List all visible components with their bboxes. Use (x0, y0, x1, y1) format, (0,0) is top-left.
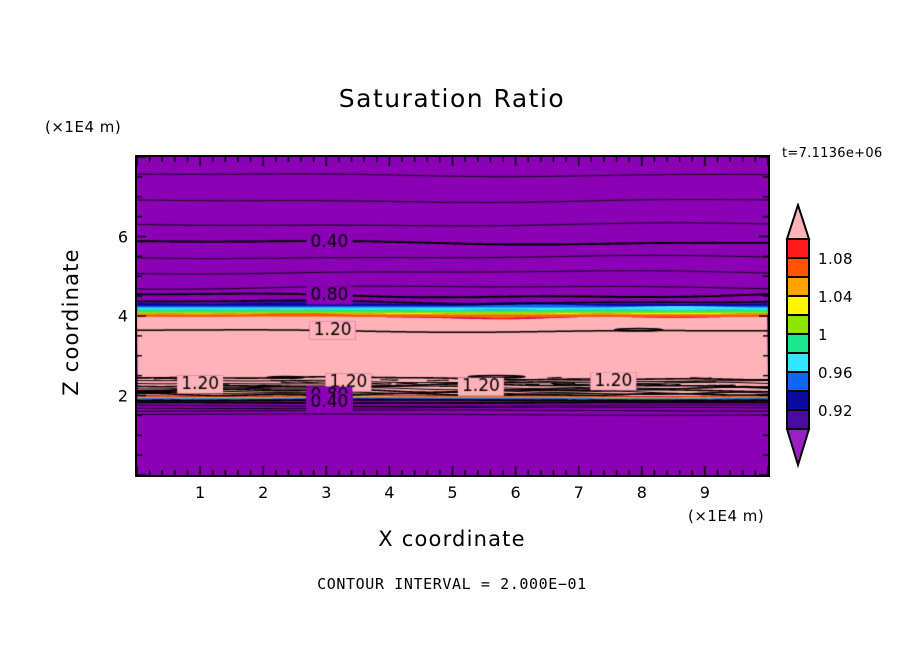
colorbar-band (786, 409, 810, 430)
colorbar-tick-label: 1.08 (818, 250, 853, 268)
y-tick-label: 6 (117, 227, 128, 246)
x-axis-title: X coordinate (378, 527, 526, 551)
colorbar-tick-label: 1.04 (818, 288, 853, 306)
colorbar-band (786, 314, 810, 335)
y-tick-label: 2 (117, 386, 128, 405)
x-unit-label: (×1E4 m) (688, 507, 765, 525)
y-axis-title: Z coordinate (59, 248, 83, 396)
contour-interval-caption: CONTOUR INTERVAL = 2.000E−01 (317, 575, 587, 593)
time-annotation: t=7.1136e+06 (782, 146, 883, 161)
colorbar-band (786, 295, 810, 316)
x-tick-label: 4 (384, 483, 395, 502)
x-tick-label: 3 (321, 483, 332, 502)
colorbar-band (786, 238, 810, 259)
x-tick-label: 7 (573, 483, 584, 502)
page-title: Saturation Ratio (338, 84, 566, 113)
colorbar (782, 203, 816, 469)
colorbar-band (786, 371, 810, 392)
colorbar-band (786, 390, 810, 411)
colorbar-band (786, 257, 810, 278)
x-tick-label: 9 (699, 483, 710, 502)
contour-plot-area (135, 155, 770, 477)
colorbar-band (786, 352, 810, 373)
colorbar-band (786, 333, 810, 354)
contour-field (137, 157, 768, 475)
x-tick-label: 2 (258, 483, 269, 502)
x-tick-label: 1 (195, 483, 206, 502)
colorbar-tick-label: 0.96 (818, 364, 853, 382)
x-tick-label: 6 (510, 483, 521, 502)
colorbar-tick-label: 0.92 (818, 402, 853, 420)
y-unit-label: (×1E4 m) (45, 118, 122, 136)
y-tick-label: 4 (117, 306, 128, 326)
colorbar-band (786, 276, 810, 297)
colorbar-top-cap (785, 203, 811, 240)
colorbar-bottom-cap (785, 428, 811, 469)
x-tick-label: 8 (636, 483, 647, 502)
colorbar-tick-label: 1 (818, 326, 828, 344)
x-tick-label: 5 (447, 483, 458, 502)
